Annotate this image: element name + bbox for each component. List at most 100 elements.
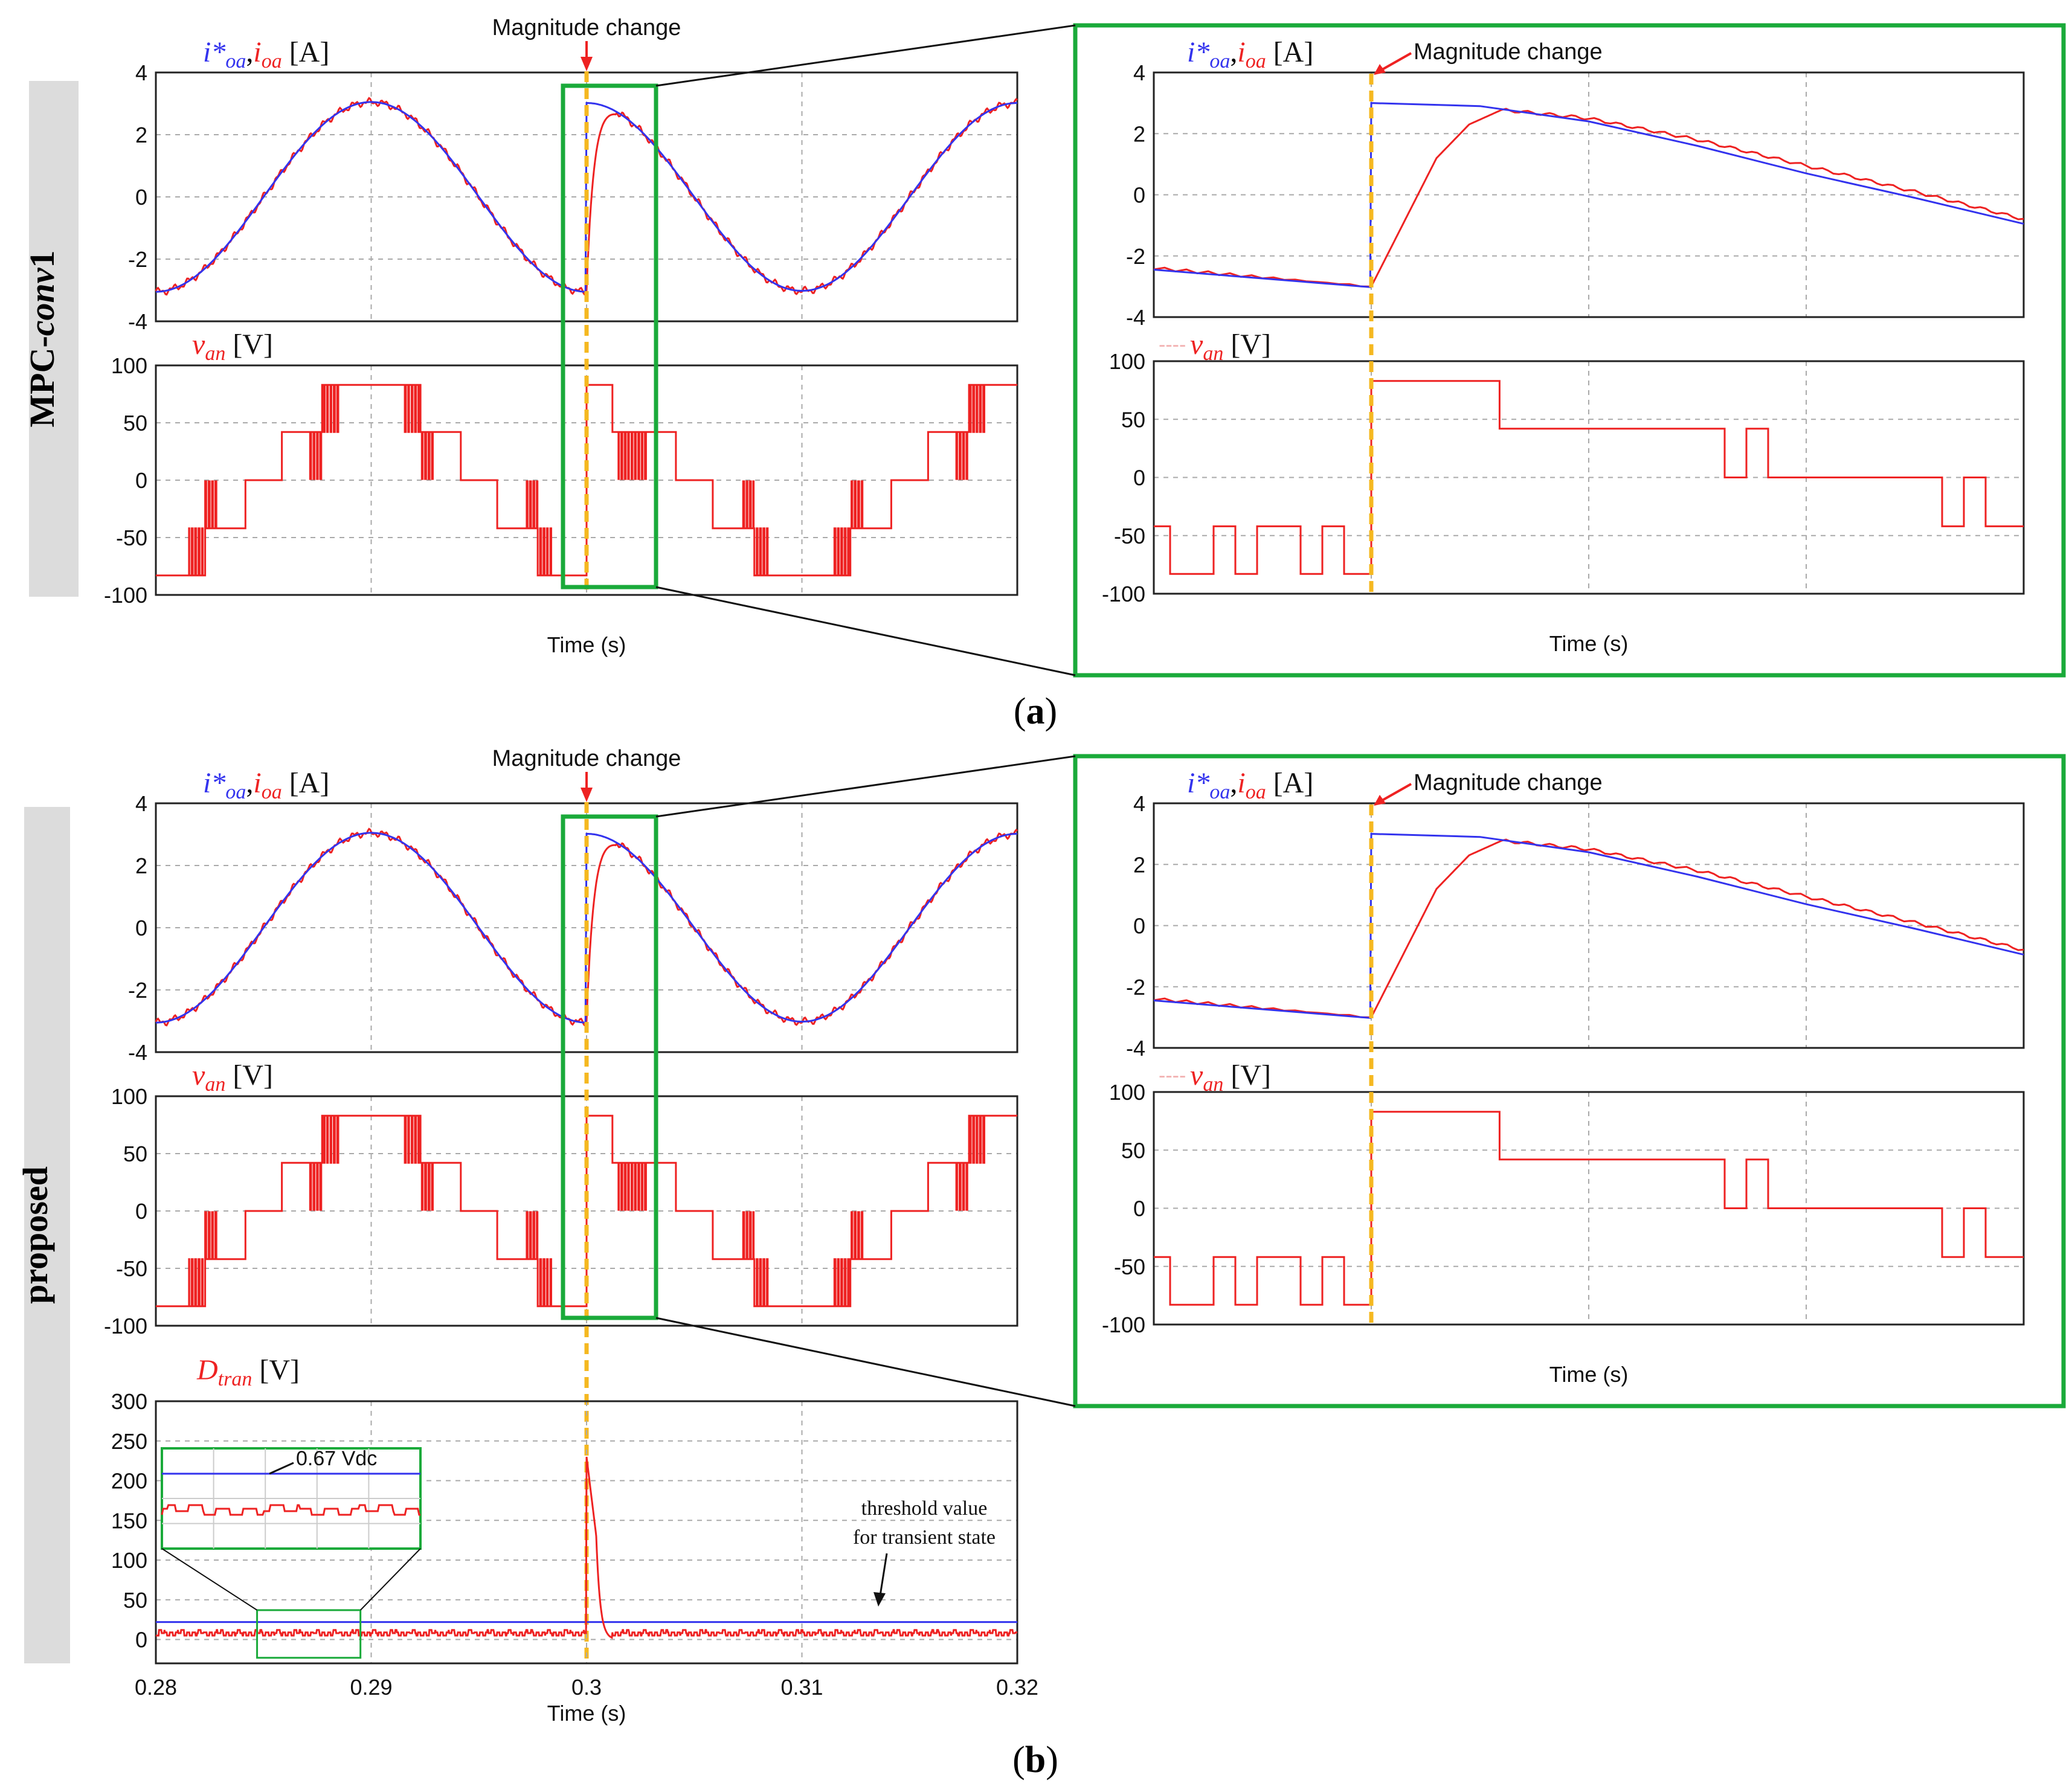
y-tick-label: 0 <box>135 468 147 493</box>
y-tick-label: 100 <box>1109 349 1145 374</box>
y-tick-label: 50 <box>123 411 147 435</box>
y-tick-label: 100 <box>1109 1080 1145 1105</box>
plot-frame <box>1153 1091 2025 1326</box>
zoom-source-box <box>561 83 658 589</box>
voltage-legend-mark: ---- <box>1159 1064 1186 1087</box>
zoom-connector <box>655 1317 1076 1407</box>
y-tick-label: 4 <box>135 60 147 85</box>
chart-current-zoom-1210: 4 2 0 -2 -4 <box>1126 791 2025 1061</box>
inset-arrow <box>269 1462 294 1475</box>
threshold-annotation-line2: for transient state <box>853 1526 996 1549</box>
series-van <box>156 384 1017 577</box>
caption-a: (a) <box>1014 691 1057 732</box>
x-tick-label: 0.32 <box>996 1675 1038 1700</box>
magnitude-arrowhead <box>581 788 593 802</box>
chart-voltage-zoom-1210: 100 50 0 -50 -100 Time (s) <box>1102 1080 2025 1387</box>
magnitude-arrowhead <box>1374 795 1386 806</box>
zoom-connector <box>655 755 1076 818</box>
y-tick-label: 50 <box>123 1588 147 1613</box>
plot-frame <box>1153 802 2025 1049</box>
y-tick-label: 0 <box>1133 1196 1145 1221</box>
y-tick-label: -50 <box>1114 524 1145 548</box>
y-tick-label: -4 <box>1126 305 1145 330</box>
zoom-source-box <box>561 814 658 1320</box>
voltage-legend-mark: ---- <box>1159 333 1186 356</box>
threshold-annotation-line1: threshold value <box>861 1497 988 1520</box>
caption-b: (b) <box>1012 1739 1058 1781</box>
y-tick-label: -100 <box>104 583 147 608</box>
voltage-axis-title: van [V] <box>192 329 273 365</box>
y-tick-label: -2 <box>128 978 147 1003</box>
voltage-zoom-title: van [V] <box>1190 1059 1271 1096</box>
inset-source-box <box>256 1609 362 1659</box>
chart-current-overview-1210: 4 2 0 -2 -4 <box>128 791 1018 1065</box>
y-tick-label: 100 <box>111 1548 147 1573</box>
y-tick-label: 150 <box>111 1508 147 1533</box>
inset-annotation: 0.67 Vdc <box>296 1447 377 1470</box>
series-van <box>1154 380 2024 575</box>
inset-connector <box>161 1548 258 1611</box>
current-axis-title: i*oa,ioa [A] <box>203 36 329 72</box>
y-tick-label: -4 <box>128 309 147 334</box>
x-axis-label: Time (s) <box>547 632 626 657</box>
series-iref <box>1153 102 2024 289</box>
x-axis-label: Time (s) <box>1549 1362 1629 1387</box>
series-iref <box>1153 833 2024 1020</box>
y-tick-label: 300 <box>111 1389 147 1414</box>
y-tick-label: -4 <box>1126 1036 1145 1061</box>
magnitude-annotation: Magnitude change <box>492 746 681 771</box>
plot-frame <box>1153 360 2025 595</box>
y-tick-label: 0 <box>1133 183 1145 208</box>
y-tick-label: 50 <box>1121 407 1145 432</box>
y-tick-label: -100 <box>1102 1312 1145 1337</box>
y-tick-label: 100 <box>111 1084 147 1109</box>
plot-frame <box>155 1400 1018 1665</box>
x-axis-label: Time (s) <box>547 1701 626 1726</box>
chart-voltage-zoom-0: 100 50 0 -50 -100 Time (s) <box>1102 349 2025 656</box>
y-tick-label: 2 <box>1133 852 1145 877</box>
y-tick-label: 0 <box>1133 466 1145 490</box>
zoom-connector <box>655 24 1076 87</box>
y-tick-label: -50 <box>1114 1254 1145 1279</box>
chart-current-overview-0: 4 2 0 -2 -4 <box>128 60 1018 334</box>
zoom-connector <box>655 586 1076 676</box>
series-iref <box>156 101 1017 293</box>
magnitude-arrowhead <box>1374 64 1386 75</box>
y-tick-label: -4 <box>128 1040 147 1065</box>
x-tick-label: 0.29 <box>350 1675 392 1700</box>
chart-voltage-overview-1210: 100 50 0 -50 -100 <box>104 1084 1018 1338</box>
zoom-frame-a <box>1073 23 2066 678</box>
chart-voltage-overview-0: 100 50 0 -50 -100 Time (s) <box>104 353 1018 657</box>
y-tick-label: 50 <box>1121 1138 1145 1163</box>
zoom-frame-b <box>1073 754 2066 1408</box>
y-tick-label: 2 <box>1133 121 1145 146</box>
x-tick-label: 0.3 <box>571 1675 602 1700</box>
y-tick-label: 0 <box>135 1628 147 1652</box>
x-tick-label: 0.28 <box>135 1675 177 1700</box>
current-axis-title: i*oa,ioa [A] <box>1187 767 1313 803</box>
voltage-zoom-title: van [V] <box>1190 329 1271 365</box>
y-tick-label: 0 <box>135 1199 147 1224</box>
chart-current-zoom-0: 4 2 0 -2 -4 <box>1126 60 2025 330</box>
y-tick-label: 4 <box>135 791 147 816</box>
magnitude-annotation: Magnitude change <box>1414 770 1603 795</box>
current-axis-title: i*oa,ioa [A] <box>1187 36 1313 72</box>
current-axis-title: i*oa,ioa [A] <box>203 767 329 803</box>
y-tick-label: -100 <box>1102 582 1145 606</box>
inset-dtran <box>161 1504 420 1516</box>
y-tick-label: -2 <box>128 247 147 272</box>
y-tick-label: -2 <box>1126 244 1145 269</box>
y-tick-label: -2 <box>1126 975 1145 1000</box>
sidebar-b <box>24 807 70 1663</box>
y-tick-label: 0 <box>135 185 147 210</box>
sidebar-a <box>29 81 79 597</box>
magnitude-arrowhead <box>581 57 593 71</box>
magnitude-annotation: Magnitude change <box>492 15 681 40</box>
y-tick-label: 200 <box>111 1469 147 1494</box>
y-tick-label: 4 <box>1133 60 1145 85</box>
y-tick-label: 50 <box>123 1142 147 1166</box>
y-tick-label: 4 <box>1133 791 1145 816</box>
y-tick-label: 0 <box>1133 914 1145 939</box>
y-tick-label: 2 <box>135 123 147 147</box>
